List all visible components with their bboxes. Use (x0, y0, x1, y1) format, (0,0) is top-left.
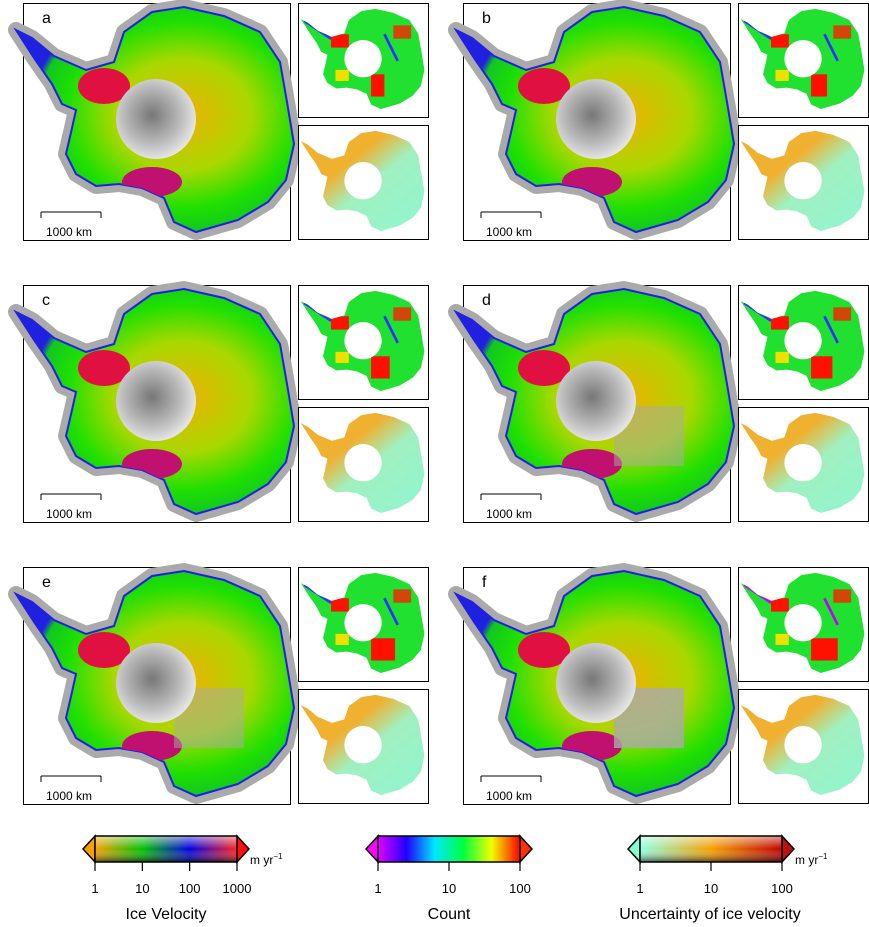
panel-b: b 1000 km (448, 0, 869, 241)
colorbar-tick-label: 10 (135, 881, 150, 896)
ice-velocity-map: c 1000 km (8, 281, 302, 523)
panel-f: f 1000 km (448, 563, 869, 805)
uncertainty-map (738, 407, 869, 522)
colorbar-tick-label: 100 (771, 881, 793, 896)
panel-d: d 1000 km (448, 281, 869, 523)
ronne-ice-shelf (78, 68, 130, 104)
scale-bar (40, 775, 102, 782)
colorbar-tick-label: 10 (703, 881, 719, 896)
scale-bar (480, 775, 542, 782)
under-range-arrow (626, 834, 641, 864)
colorbar-tick-label: 100 (509, 881, 531, 896)
pole-hole-mosaic (556, 643, 636, 723)
panel-letter: e (42, 574, 51, 591)
scale-bar (40, 211, 102, 218)
scale-bar-label: 1000 km (486, 507, 533, 521)
scale-bar (480, 211, 542, 218)
over-range-arrow (519, 834, 534, 864)
ice-velocity-map: f 1000 km (448, 563, 742, 805)
scale-bar-label: 1000 km (46, 507, 93, 521)
ronne-ice-shelf (78, 350, 130, 386)
uncertainty-map (298, 689, 429, 804)
uncertainty-map (738, 689, 869, 804)
ice-velocity-map: d 1000 km (448, 281, 742, 523)
scale-bar (40, 493, 102, 500)
uncertainty-title: Uncertainty of ice velocity (619, 906, 801, 923)
ice-velocity-colorbar (80, 834, 260, 885)
colorbar-tick-label: 1 (636, 881, 644, 896)
pole-hole-mosaic (556, 361, 636, 441)
count-colorbar (363, 834, 543, 885)
uncertainty-map (738, 125, 869, 240)
over-range-arrow (236, 834, 251, 864)
panel-letter: b (482, 10, 491, 27)
uncertainty-unit: m yr−1 (795, 852, 828, 867)
scale-bar-label: 1000 km (486, 789, 533, 803)
colorbar-tick-label: 1 (374, 881, 382, 896)
panel-letter: a (42, 10, 51, 27)
panel-e: e 1000 km (8, 563, 443, 805)
count-map (738, 3, 869, 118)
uncertainty-colorbar (625, 834, 805, 885)
under-range-arrow (81, 834, 96, 864)
panel-letter: f (482, 574, 487, 591)
pole-hole-mosaic (116, 643, 196, 723)
pole-hole-mosaic (556, 79, 636, 159)
count-map (738, 285, 869, 400)
colorbar-tick-label: 1 (91, 881, 99, 896)
count-map (738, 567, 869, 682)
ice-velocity-map: e 1000 km (8, 563, 302, 805)
over-range-arrow (781, 834, 796, 864)
colorbar-tick-label: 10 (441, 881, 457, 896)
scale-bar-label: 1000 km (46, 789, 93, 803)
ice-velocity-map: a 1000 km (8, 0, 302, 241)
panel-a: a 1000 km (8, 0, 443, 241)
ice-velocity-unit: m yr−1 (250, 852, 283, 867)
ronne-ice-shelf (518, 632, 570, 668)
ronne-ice-shelf (78, 632, 130, 668)
panel-letter: c (42, 292, 50, 309)
ronne-ice-shelf (518, 350, 570, 386)
colorbar-tick-label: 1000 (222, 881, 252, 896)
panel-c: c 1000 km (8, 281, 443, 523)
colorbar-shading (377, 835, 521, 863)
count-title: Count (427, 906, 471, 923)
count-map (298, 285, 429, 400)
pole-hole-mosaic (116, 79, 196, 159)
scale-bar-label: 1000 km (486, 225, 533, 239)
ronne-ice-shelf (518, 68, 570, 104)
scale-bar (480, 493, 542, 500)
colorbar-shading (94, 835, 238, 863)
uncertainty-map (298, 407, 429, 522)
count-map (298, 3, 429, 118)
pole-hole-mosaic (116, 361, 196, 441)
ice-velocity-map: b 1000 km (448, 0, 742, 241)
under-range-arrow (364, 834, 379, 864)
uncertainty-map (298, 125, 429, 240)
scale-bar-label: 1000 km (46, 225, 93, 239)
colorbar-shading (639, 835, 783, 863)
ice-velocity-title: Ice Velocity (125, 906, 207, 923)
colorbar-tick-label: 100 (178, 881, 201, 896)
panel-letter: d (482, 292, 491, 309)
count-map (298, 567, 429, 682)
